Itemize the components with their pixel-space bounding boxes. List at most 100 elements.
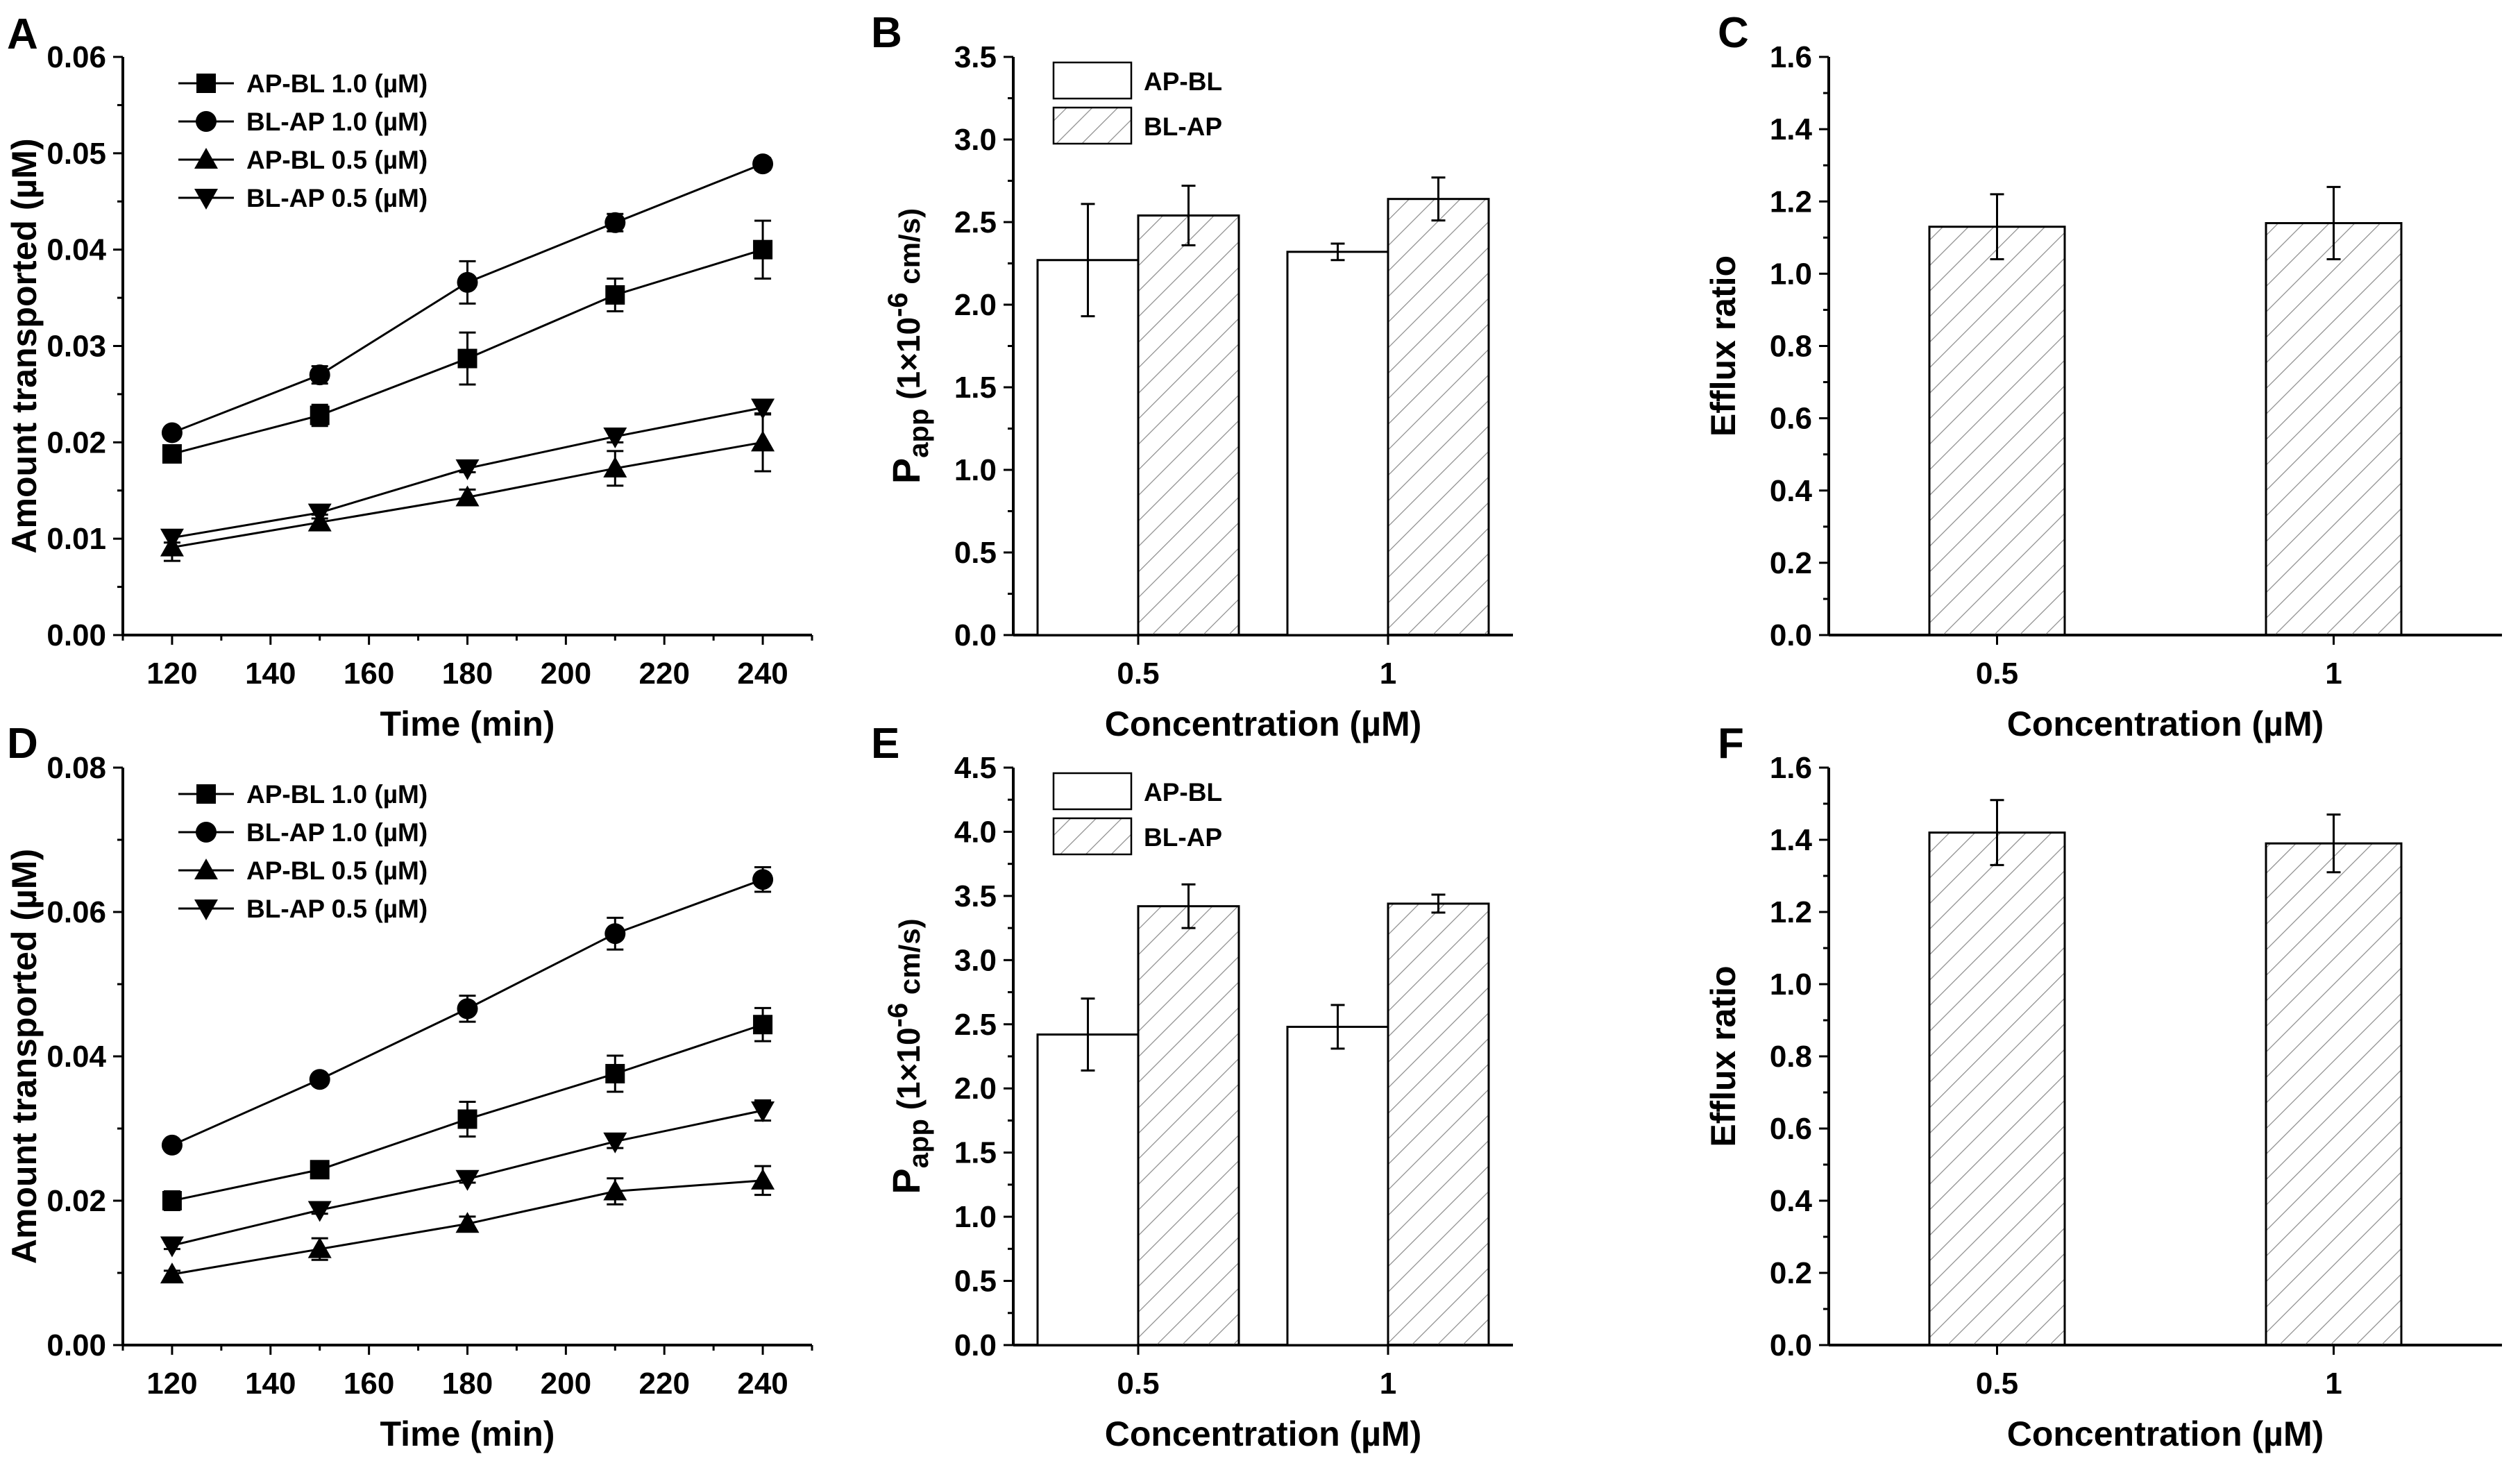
y-tick-label: 0.08 xyxy=(46,751,106,785)
data-point xyxy=(309,364,330,386)
y-axis-label: Amount transported (µM) xyxy=(5,138,44,553)
data-point xyxy=(310,1160,330,1180)
data-point xyxy=(457,998,478,1020)
x-tick-label: 1 xyxy=(2325,1367,2342,1401)
bar xyxy=(1928,226,2066,636)
data-point xyxy=(309,1069,330,1090)
y-tick-label: 1.4 xyxy=(1770,112,1813,146)
data-point xyxy=(160,528,184,550)
data-point xyxy=(753,239,773,260)
legend-label: AP-BL xyxy=(1144,67,1222,96)
x-tick-label: 0.5 xyxy=(1976,657,2018,691)
y-tick-label: 0.03 xyxy=(46,330,106,364)
y-tick-label: 1.5 xyxy=(954,371,997,405)
series-0 xyxy=(162,219,773,464)
x-tick-label: 220 xyxy=(639,657,690,691)
y-axis-label-main: P xyxy=(884,458,928,484)
y-axis-label-sub: app xyxy=(904,409,934,458)
legend-label: BL-AP 1.0 (µM) xyxy=(246,108,428,136)
x-tick-label: 180 xyxy=(442,657,493,691)
x-tick-label: 200 xyxy=(541,1367,591,1401)
data-point xyxy=(751,1101,775,1122)
x-tick-label: 1 xyxy=(1380,657,1396,691)
y-tick-label: 0.4 xyxy=(1770,1184,1813,1218)
y-axis-label-unit: cm/s) xyxy=(893,918,926,1002)
data-point xyxy=(161,422,183,443)
data-point xyxy=(605,285,625,305)
y-tick-label: 3.5 xyxy=(954,879,997,913)
y-tick-label: 1.6 xyxy=(1770,751,1812,785)
data-point xyxy=(753,1015,773,1035)
y-tick-label: 0.8 xyxy=(1770,1040,1812,1074)
x-axis-label: Concentration (µM) xyxy=(2007,704,2324,743)
y-tick-label: 1.2 xyxy=(1770,185,1812,219)
legend-marker xyxy=(194,148,218,169)
data-point xyxy=(162,1191,182,1210)
panel-label: F xyxy=(1718,720,1744,768)
panel-label: A xyxy=(7,10,38,58)
y-tick-label: 0.6 xyxy=(1770,402,1812,436)
panel-label: B xyxy=(871,9,902,57)
legend-marker xyxy=(194,859,218,879)
y-tick-label: 0.4 xyxy=(1770,474,1813,508)
data-point xyxy=(603,1179,627,1201)
y-tick-label: 0.04 xyxy=(46,1040,106,1074)
x-tick-label: 160 xyxy=(344,657,394,691)
series-0 xyxy=(162,1006,773,1212)
data-point xyxy=(751,430,775,452)
y-tick-label: 0.0 xyxy=(954,618,997,652)
series-3 xyxy=(160,1099,775,1258)
y-tick-label: 0.8 xyxy=(1770,330,1812,364)
legend-label: BL-AP xyxy=(1144,823,1222,852)
data-point xyxy=(457,271,478,293)
x-tick-label: 0.5 xyxy=(1117,657,1159,691)
legend-marker xyxy=(194,189,218,210)
y-axis-label-sup: -6 xyxy=(883,1003,913,1028)
legend-marker xyxy=(196,74,216,93)
y-tick-label: 4.5 xyxy=(954,751,997,785)
data-point xyxy=(604,923,626,945)
data-point xyxy=(455,485,480,507)
data-point xyxy=(603,1132,627,1154)
series-2 xyxy=(160,412,775,562)
x-tick-label: 120 xyxy=(146,657,197,691)
legend-label: BL-AP xyxy=(1144,112,1222,141)
data-point xyxy=(455,459,480,480)
legend-label: AP-BL 1.0 (µM) xyxy=(246,69,428,98)
bar xyxy=(1036,259,1140,636)
legend-swatch xyxy=(1052,817,1133,856)
y-tick-label: 2.5 xyxy=(954,205,997,239)
y-tick-label: 0.06 xyxy=(46,40,106,74)
x-tick-label: 240 xyxy=(737,657,788,691)
y-tick-label: 0.0 xyxy=(954,1328,997,1362)
data-point xyxy=(457,348,477,369)
y-tick-label: 0.04 xyxy=(46,233,106,267)
series-3 xyxy=(160,398,775,550)
x-axis-label: Concentration (µM) xyxy=(1105,1414,1422,1453)
y-tick-label: 0.0 xyxy=(1770,1328,1812,1362)
y-tick-label: 0.5 xyxy=(954,1265,997,1299)
series-1 xyxy=(161,153,774,443)
x-tick-label: 1 xyxy=(1380,1367,1396,1401)
x-tick-label: 220 xyxy=(639,1367,690,1401)
x-tick-label: 1 xyxy=(2325,657,2342,691)
panel-label: E xyxy=(871,720,899,768)
data-point xyxy=(752,153,774,175)
legend-swatch xyxy=(1052,106,1133,145)
y-tick-label: 0.2 xyxy=(1770,1256,1812,1290)
data-point xyxy=(751,1168,775,1190)
data-point xyxy=(307,503,332,525)
legend-label: AP-BL 0.5 (µM) xyxy=(246,856,428,885)
data-point xyxy=(307,1201,332,1222)
y-tick-label: 1.0 xyxy=(1770,257,1812,291)
panel-f: F 0.0 0.2 0.4 0.6 0.8 1.0 1.2 1.4 1.6 0.5 1Concentr… xyxy=(1704,720,2502,1453)
x-axis-label: Time (min) xyxy=(380,1414,555,1453)
series-2 xyxy=(160,1165,775,1284)
data-point xyxy=(455,1212,480,1233)
y-axis-label: Papp (1×10-6 cm/s) xyxy=(883,918,934,1194)
bar xyxy=(2265,221,2403,636)
bar xyxy=(1928,831,2066,1346)
legend-marker xyxy=(196,784,216,804)
y-tick-label: 0.5 xyxy=(954,536,997,570)
panel-d: D 120 140 160 180 200 220 240 0.00 0.02 0.04 0.06 0.… xyxy=(5,720,813,1453)
